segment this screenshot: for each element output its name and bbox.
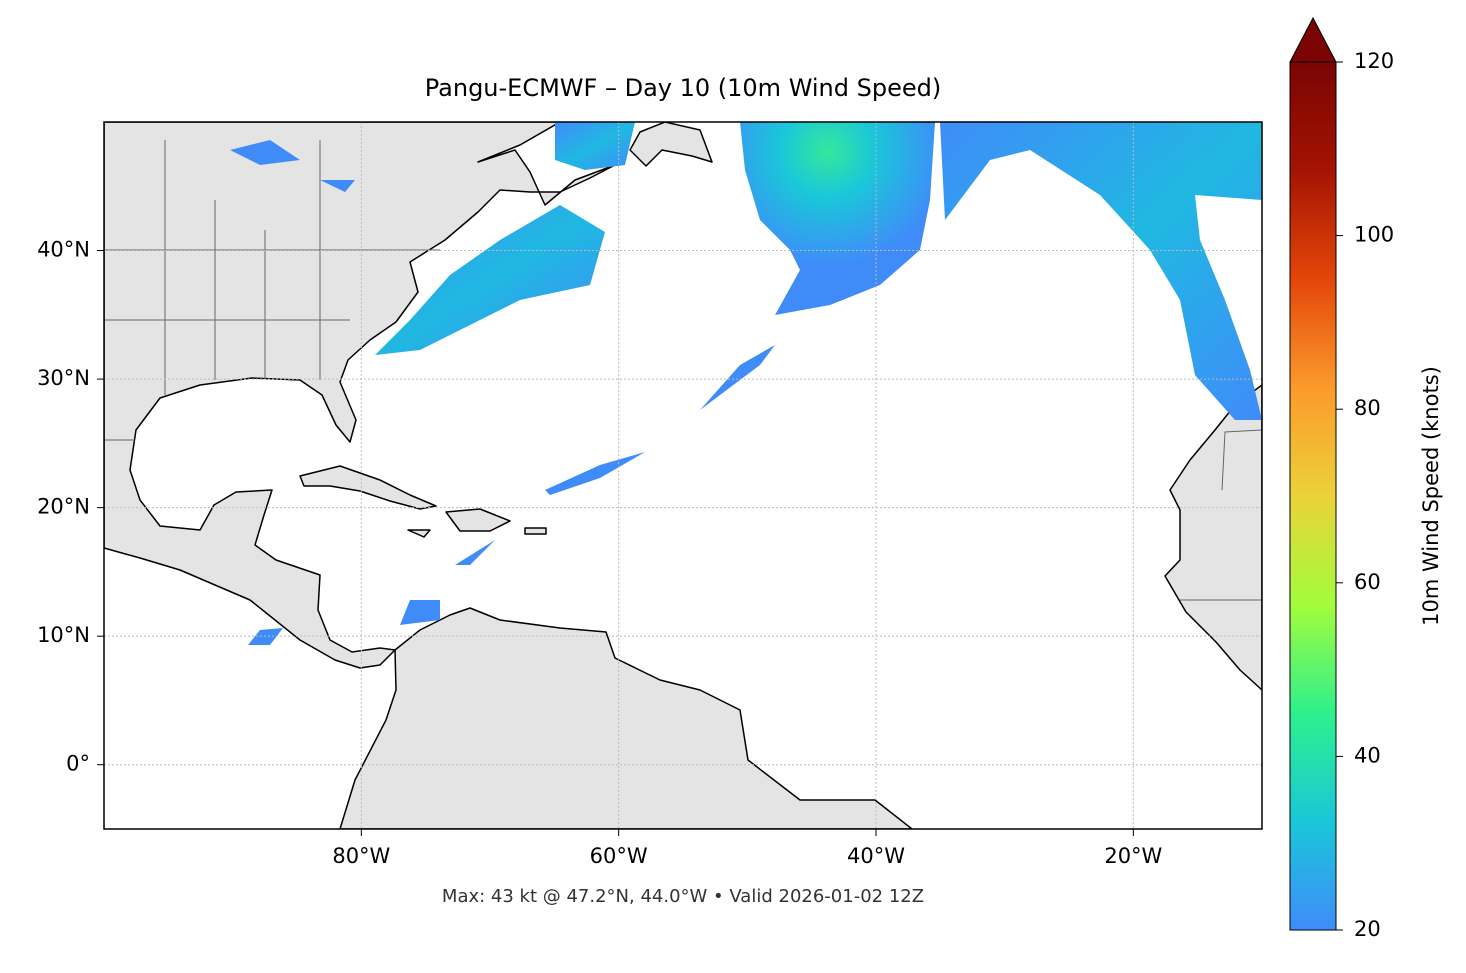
x-tick-label: 40°W (847, 844, 905, 868)
axes: 80°W 60°W 40°W 20°W 0° 10°N 20°N 30°N 40°N (37, 122, 1262, 868)
map (104, 122, 1262, 829)
x-tick-label: 20°W (1104, 844, 1162, 868)
borders (104, 140, 1262, 601)
map-frame (103, 121, 1263, 830)
x-tick-label: 60°W (590, 844, 648, 868)
north-america (104, 122, 616, 669)
y-tick-label: 0° (66, 752, 90, 776)
wind-area (740, 122, 935, 315)
annotation: Max: 43 kt @ 47.2°N, 44.0°W • Valid 2026… (442, 886, 924, 907)
puerto-rico (524, 527, 547, 535)
colorbar-tick-label: 40 (1354, 743, 1381, 767)
y-tick-label: 10°N (37, 623, 90, 647)
colorbar-extend (1289, 16, 1337, 63)
x-tick-label: 80°W (332, 844, 390, 868)
colorbar-scale (1289, 61, 1337, 931)
wind-area (375, 205, 605, 355)
colorbar-tick-label: 80 (1354, 396, 1381, 420)
y-tick-label: 40°N (37, 238, 90, 262)
colorbar-tick-label: 120 (1354, 49, 1394, 73)
colorbar-label: 10m Wind Speed (knots) (1419, 366, 1443, 626)
colorbar-tick-label: 20 (1354, 917, 1381, 941)
wind-area (555, 122, 635, 170)
newfoundland (629, 122, 713, 167)
colorbar-tick-label: 100 (1354, 223, 1394, 247)
y-tick-label: 30°N (37, 366, 90, 390)
wind-area (940, 122, 1262, 420)
jamaica (407, 529, 431, 538)
chart-title: Pangu-ECMWF – Day 10 (10m Wind Speed) (425, 74, 941, 102)
africa (1164, 384, 1262, 691)
colorbar: 20 40 60 80 100 120 (1289, 16, 1394, 941)
colorbar-tick-label: 60 (1354, 570, 1381, 594)
hispaniola (445, 508, 511, 532)
cuba (299, 465, 437, 510)
y-tick-label: 20°N (37, 495, 90, 519)
south-america (339, 607, 913, 829)
